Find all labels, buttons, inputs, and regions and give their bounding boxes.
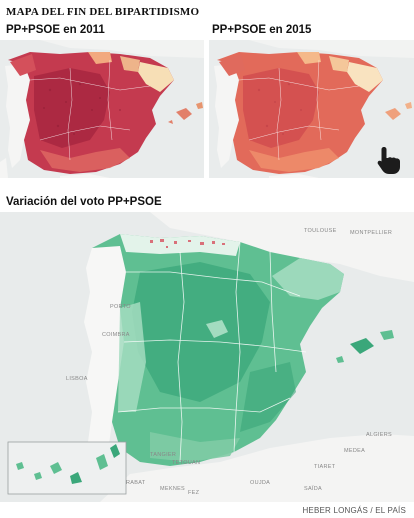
- map-variation[interactable]: TOULOUSE MONTPELLIER PORTO COIMBRA LISBO…: [0, 212, 414, 502]
- label-rabat: RABAT: [126, 480, 146, 486]
- label-oujda: OUJDA: [250, 480, 270, 486]
- map-2011[interactable]: [0, 40, 204, 178]
- map-variation-heading: Variación del voto PP+PSOE: [6, 196, 162, 208]
- label-medea: MEDEA: [344, 448, 365, 454]
- label-fez: FEZ: [188, 490, 200, 496]
- label-porto: PORTO: [110, 304, 131, 310]
- canary-islands-inset: [7, 441, 127, 495]
- label-saida: SAÏDA: [304, 485, 322, 492]
- label-montpellier: MONTPELLIER: [350, 230, 392, 236]
- label-algiers: ALGIERS: [366, 432, 392, 438]
- label-tiaret: TIARET: [314, 464, 336, 470]
- map-2015[interactable]: [209, 40, 414, 178]
- label-coimbra: COIMBRA: [102, 332, 130, 338]
- credit: HEBER LONGÁS / EL PAÍS: [302, 506, 406, 515]
- map-2011-svg: [0, 40, 204, 178]
- map-variation-svg: TOULOUSE MONTPELLIER PORTO COIMBRA LISBO…: [7, 212, 414, 502]
- label-tetouan: TETOUAN: [172, 460, 200, 466]
- page-title: MAPA DEL FIN DEL BIPARTIDISMO: [6, 6, 200, 18]
- map-2011-heading: PP+PSOE en 2011: [6, 24, 105, 36]
- label-tangier: TANGIER: [150, 452, 176, 458]
- map-2015-svg: [214, 40, 414, 178]
- label-toulouse: TOULOUSE: [304, 228, 337, 234]
- label-lisboa: LISBOA: [66, 376, 88, 382]
- label-meknes: MEKNES: [160, 486, 185, 492]
- pointer-hand-icon[interactable]: [373, 144, 405, 176]
- map-2015-heading: PP+PSOE en 2015: [212, 24, 312, 36]
